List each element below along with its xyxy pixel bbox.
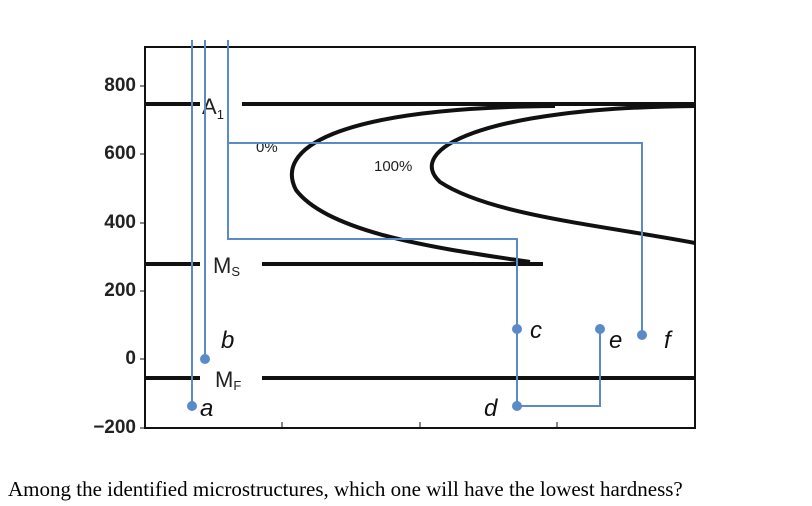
path-cde	[227, 40, 601, 407]
finish-label: 100%	[374, 158, 412, 175]
point-dot	[512, 401, 522, 411]
point-label: c	[530, 317, 542, 344]
y-tick-label: 200	[104, 280, 136, 301]
point-label: d	[484, 395, 498, 422]
curve-labels: A1 MS MF 0% 100%	[202, 94, 412, 393]
point-dot	[187, 401, 197, 411]
cooling-paths	[187, 40, 647, 411]
point-dot	[637, 330, 647, 340]
y-tick-label: 600	[104, 143, 136, 164]
y-axis-ticks: 800 600 400 200 0 −200	[93, 75, 145, 438]
point-labels: a b c d e f	[200, 317, 673, 422]
phase-lines	[145, 102, 696, 380]
point-label: e	[609, 327, 622, 354]
point-label: a	[200, 395, 213, 422]
start-curve	[290, 104, 556, 264]
point-dot	[200, 354, 210, 364]
path-f	[228, 142, 643, 335]
finish-curve	[429, 104, 696, 245]
question: Among the identified microstructures, wh…	[8, 477, 683, 501]
y-tick-label: 400	[104, 212, 136, 233]
ms-label: MS	[213, 253, 240, 279]
y-tick-label: 0	[125, 348, 136, 369]
mf-label: MF	[215, 367, 241, 393]
point-dot	[595, 324, 605, 334]
x-ticks	[281, 422, 558, 428]
start-label: 0%	[256, 139, 278, 156]
point-dot	[512, 324, 522, 334]
point-label: b	[221, 327, 234, 354]
y-tick-label: −200	[93, 417, 136, 438]
y-tick-label: 800	[104, 75, 136, 96]
point-label: f	[664, 327, 673, 354]
